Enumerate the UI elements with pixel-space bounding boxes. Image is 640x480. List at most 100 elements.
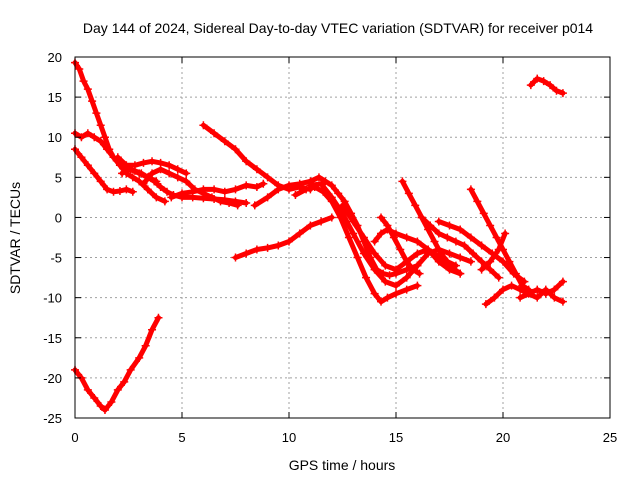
data-point	[501, 229, 510, 238]
data-point	[130, 166, 139, 175]
data-point	[434, 217, 443, 226]
y-tick-label: 5	[55, 170, 62, 185]
data-point	[381, 277, 390, 286]
data-point	[103, 145, 112, 154]
y-tick-label: -20	[43, 371, 62, 386]
data-point	[135, 353, 144, 362]
data-point	[321, 177, 330, 186]
data-point	[550, 285, 559, 294]
data-point	[402, 233, 411, 242]
data-point	[370, 265, 379, 274]
data-point	[456, 225, 465, 234]
series-line	[72, 315, 161, 413]
data-point	[541, 285, 550, 294]
data-point	[75, 65, 84, 74]
data-point	[526, 81, 535, 90]
data-point	[88, 97, 97, 106]
data-point	[396, 245, 405, 254]
data-point	[160, 197, 169, 206]
data-point	[107, 397, 116, 406]
data-point	[398, 177, 407, 186]
data-point	[263, 193, 272, 202]
data-point	[92, 109, 101, 118]
data-point	[377, 213, 386, 222]
series-line	[479, 231, 508, 273]
data-point	[210, 185, 219, 194]
data-point	[285, 181, 293, 190]
data-point	[96, 401, 105, 410]
data-point	[165, 169, 174, 178]
data-point	[402, 273, 411, 282]
data-point	[349, 229, 358, 238]
data-point	[139, 158, 148, 167]
data-point	[231, 253, 240, 262]
data-point	[182, 169, 191, 178]
x-tick-label: 20	[496, 430, 510, 445]
data-point	[494, 273, 503, 282]
series-arc-4	[113, 153, 191, 178]
data-point	[96, 121, 105, 130]
data-point	[83, 161, 92, 170]
data-point	[516, 285, 525, 294]
series-arc-24	[526, 74, 567, 98]
data-point	[499, 285, 507, 294]
data-point	[492, 233, 501, 242]
series-line	[72, 146, 136, 195]
data-point	[259, 179, 268, 188]
data-point	[402, 257, 411, 266]
data-point	[167, 193, 176, 202]
x-axis-label: GPS time / hours	[289, 457, 396, 473]
data-point	[306, 221, 315, 230]
data-point	[334, 189, 343, 198]
series-line	[340, 202, 463, 277]
data-point	[165, 161, 174, 170]
data-point	[558, 277, 567, 286]
data-point	[490, 293, 499, 302]
data-point	[546, 81, 555, 90]
data-point	[233, 201, 242, 210]
data-point	[533, 74, 542, 83]
series-line	[372, 227, 463, 277]
data-point	[285, 237, 293, 246]
data-point	[118, 169, 127, 178]
series-line	[233, 214, 335, 261]
series-line	[200, 122, 313, 192]
data-point	[242, 199, 251, 208]
data-point	[109, 187, 118, 196]
data-point	[511, 269, 520, 278]
series-arc-21	[477, 229, 510, 274]
data-point	[156, 182, 165, 191]
data-point	[150, 177, 159, 186]
data-point	[340, 197, 349, 206]
data-point	[477, 257, 486, 266]
data-point	[466, 233, 475, 242]
data-point	[359, 249, 368, 258]
series-arc-7	[167, 179, 268, 202]
data-point	[83, 385, 92, 394]
y-tick-label: -5	[50, 251, 62, 266]
data-point	[466, 257, 475, 266]
data-point	[430, 237, 439, 246]
x-tick-label: 15	[389, 430, 403, 445]
y-axis-label: SDTVAR / TECUs	[7, 182, 23, 294]
data-point	[443, 257, 452, 266]
data-point	[443, 233, 452, 242]
data-point	[413, 237, 422, 246]
data-point	[220, 137, 229, 146]
data-point	[128, 173, 137, 182]
y-tick-label: -25	[43, 411, 62, 426]
data-point	[274, 185, 283, 194]
data-point	[188, 187, 197, 196]
data-point	[456, 269, 465, 278]
data-point	[385, 271, 394, 280]
data-point	[469, 249, 478, 258]
data-point	[148, 325, 157, 334]
data-point	[507, 281, 516, 290]
data-point	[486, 257, 495, 266]
x-tick-label: 5	[178, 430, 185, 445]
data-point	[173, 173, 182, 182]
data-point	[163, 187, 172, 196]
data-point	[141, 341, 150, 350]
data-point	[156, 165, 165, 174]
